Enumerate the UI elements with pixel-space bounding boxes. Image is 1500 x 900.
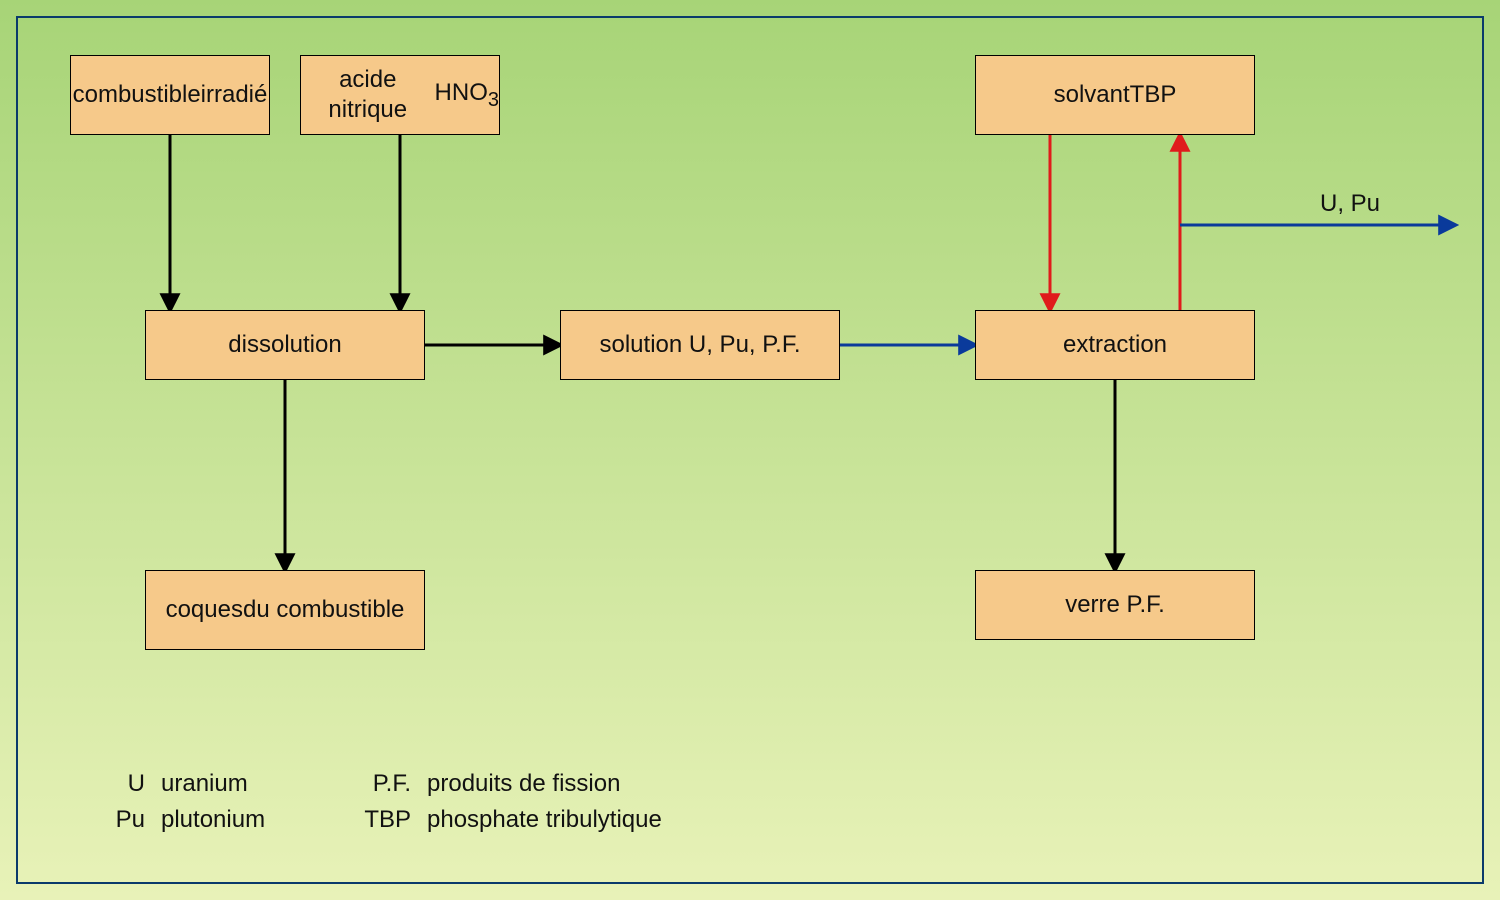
node-combustible-irradie: combustibleirradié — [70, 55, 270, 135]
legend-abbr: Pu — [75, 806, 161, 834]
node-line: coques — [166, 595, 243, 625]
legend-abbr: P.F. — [341, 770, 427, 798]
node-line: acide nitrique — [301, 65, 435, 125]
node-label: extraction — [1063, 330, 1167, 360]
node-extraction: extraction — [975, 310, 1255, 380]
legend-def: uranium — [161, 770, 341, 798]
legend-row: UuraniumP.F.produits de fission — [75, 770, 727, 798]
node-verre-pf: verre P.F. — [975, 570, 1255, 640]
node-line: solvant — [1054, 80, 1130, 110]
legend-row: PuplutoniumTBPphosphate tribulytique — [75, 806, 727, 834]
edge-label-u-pu: U, Pu — [1320, 190, 1380, 218]
legend: UuraniumP.F.produits de fission Puplutoni… — [75, 770, 727, 842]
legend-def: produits de fission — [427, 770, 727, 798]
node-acide-nitrique: acide nitriqueHNO3 — [300, 55, 500, 135]
legend-def: plutonium — [161, 806, 341, 834]
node-line: TBP — [1130, 80, 1177, 110]
node-label: solution U, Pu, P.F. — [600, 330, 801, 360]
legend-abbr: U — [75, 770, 161, 798]
diagram-frame — [16, 16, 1484, 884]
edge-label-text: U, Pu — [1320, 190, 1380, 217]
node-label: verre P.F. — [1065, 590, 1165, 620]
legend-def: phosphate tribulytique — [427, 806, 727, 834]
node-solution: solution U, Pu, P.F. — [560, 310, 840, 380]
node-line: du combustible — [243, 595, 404, 625]
node-label: dissolution — [228, 330, 341, 360]
node-dissolution: dissolution — [145, 310, 425, 380]
node-line: combustible — [73, 80, 201, 110]
node-line: HNO3 — [435, 78, 499, 113]
node-solvant-tbp: solvantTBP — [975, 55, 1255, 135]
node-line: irradié — [201, 80, 268, 110]
legend-abbr: TBP — [341, 806, 427, 834]
diagram-canvas: combustibleirradié acide nitriqueHNO3 di… — [0, 0, 1500, 900]
node-coques: coquesdu combustible — [145, 570, 425, 650]
